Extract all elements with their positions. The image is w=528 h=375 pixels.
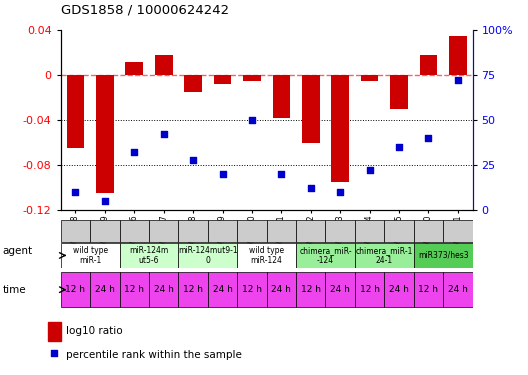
Bar [361,75,379,81]
Text: miR-124m
ut5-6: miR-124m ut5-6 [129,246,168,265]
Text: wild type
miR-1: wild type miR-1 [72,246,108,265]
Text: 24 h: 24 h [448,285,468,294]
Bar [267,272,296,308]
Bar [296,220,325,242]
Bar [390,75,408,109]
Bar [296,243,355,268]
Text: chimera_miR-
-124: chimera_miR- -124 [299,246,352,265]
Bar [155,55,173,75]
Bar [267,220,296,242]
Point [50,350,58,356]
Text: 12 h: 12 h [124,285,144,294]
Text: log10 ratio: log10 ratio [66,326,122,336]
Bar [443,220,473,242]
Bar [237,272,267,308]
Text: 12 h: 12 h [360,285,380,294]
Text: 24 h: 24 h [389,285,409,294]
Bar [90,272,119,308]
Bar [178,272,208,308]
Point [218,171,227,177]
Bar [119,220,149,242]
Bar [149,272,178,308]
Text: GDS1858 / 10000624242: GDS1858 / 10000624242 [61,4,229,17]
Bar [243,75,261,81]
Text: 12 h: 12 h [183,285,203,294]
Text: miR373/hes3: miR373/hes3 [418,251,468,260]
Text: 24 h: 24 h [213,285,232,294]
Bar [61,220,90,242]
Bar [384,272,414,308]
Bar [325,220,355,242]
Bar [208,220,237,242]
Text: time: time [3,285,26,295]
Bar [296,272,325,308]
Bar [272,75,290,118]
Bar [61,272,90,308]
Bar [214,75,231,84]
Point [424,135,432,141]
Bar [126,62,143,75]
Text: 12 h: 12 h [65,285,86,294]
Text: 24 h: 24 h [95,285,115,294]
Bar [184,75,202,92]
Bar [449,36,467,75]
Bar [48,322,61,341]
Bar [302,75,319,142]
Point [130,149,138,155]
Point [71,189,80,195]
Text: 24 h: 24 h [154,285,174,294]
Point [395,144,403,150]
Bar [355,220,384,242]
Text: percentile rank within the sample: percentile rank within the sample [66,350,242,360]
Point [277,171,286,177]
Bar [119,272,149,308]
Bar [414,243,473,268]
Bar [61,243,119,268]
Text: wild type
miR-124: wild type miR-124 [249,246,284,265]
Text: 12 h: 12 h [301,285,321,294]
Bar [384,220,414,242]
Point [307,185,315,191]
Bar [414,220,443,242]
Text: chimera_miR-1
24-1: chimera_miR-1 24-1 [356,246,413,265]
Bar [96,75,114,193]
Point [248,117,256,123]
Bar [332,75,349,182]
Bar [67,75,84,148]
Bar [90,220,119,242]
Point [189,157,197,163]
Bar [355,272,384,308]
Point [336,189,344,195]
Bar [420,55,437,75]
Bar [355,243,414,268]
Text: 24 h: 24 h [330,285,350,294]
Bar [119,243,178,268]
Bar [178,220,208,242]
Point [454,77,462,83]
Point [101,198,109,204]
Bar [443,272,473,308]
Text: 24 h: 24 h [271,285,291,294]
Text: miR-124mut9-1
0: miR-124mut9-1 0 [178,246,238,265]
Bar [178,243,237,268]
Bar [414,272,443,308]
Bar [208,272,237,308]
Text: 12 h: 12 h [418,285,438,294]
Point [365,167,374,173]
Text: 12 h: 12 h [242,285,262,294]
Bar [237,220,267,242]
Bar [149,220,178,242]
Bar [325,272,355,308]
Point [159,131,168,137]
Bar [237,243,296,268]
Text: agent: agent [3,246,33,256]
